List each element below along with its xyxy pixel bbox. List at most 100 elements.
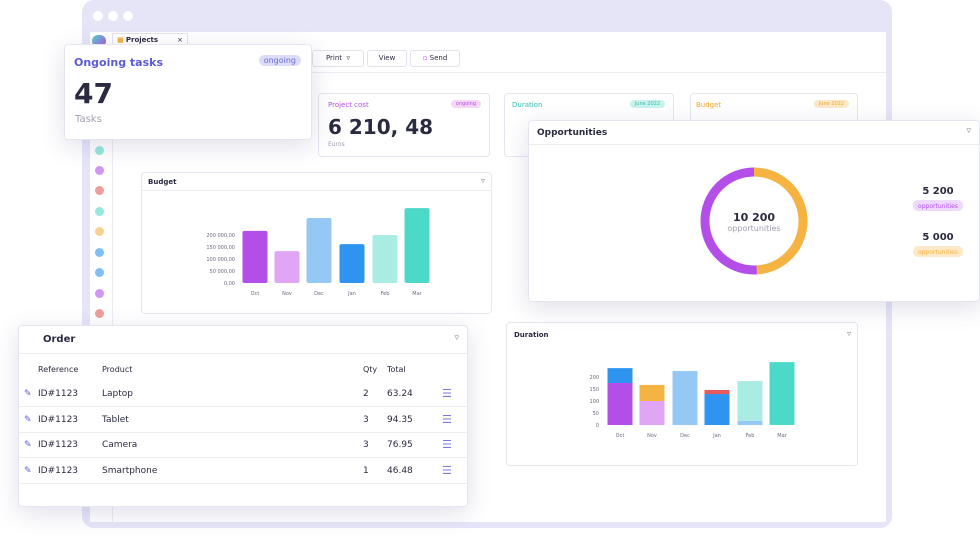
send-button[interactable]: ▫ Send [410, 50, 460, 67]
button-label: View [378, 54, 396, 62]
x-tick-label: Feb [746, 433, 755, 439]
donut-segment [700, 167, 808, 275]
kpi-title: Duration [512, 101, 543, 109]
tab[interactable]: ■ Projects × [112, 33, 188, 47]
kpi-value: 6 210, 48 [328, 115, 434, 139]
legend-pill [913, 200, 963, 211]
kpi-badge: ongoing [450, 100, 481, 108]
edit-icon[interactable]: ✎ [24, 389, 32, 399]
x-tick-label: Nov [647, 433, 657, 439]
nav-icon[interactable] [95, 166, 104, 175]
x-tick-label: Jan [347, 291, 356, 297]
table-row: ✎ ID#1123 Camera 3 76.95 ☰ [19, 432, 467, 458]
card-menu[interactable]: ▿ [846, 329, 851, 338]
header-line [529, 144, 979, 145]
table-cell: Smartphone [102, 465, 158, 476]
legend-caption: opportunities [918, 203, 958, 210]
nav-icon[interactable] [95, 268, 104, 277]
bar-segment [672, 371, 698, 425]
table-row: ✎ ID#1123 Laptop 2 63.24 ☰ [19, 381, 467, 407]
nav-icon[interactable] [95, 146, 104, 155]
y-tick-label: 0,00 [224, 281, 235, 287]
kpi-badge: June 2022 [813, 100, 849, 108]
print-button[interactable]: Print ▿ [312, 50, 364, 67]
bar-segment [737, 381, 763, 421]
table-cell: 1 [363, 465, 369, 476]
table-cell: 94.35 [387, 414, 413, 425]
y-tick-label: 200 [589, 375, 599, 381]
legend-pill [913, 246, 963, 257]
donut-total: 10 200 [733, 211, 775, 224]
task-unit: Tasks [75, 114, 102, 125]
view-button[interactable]: View [367, 50, 407, 67]
button-label: Send [429, 54, 448, 62]
kpi-title: Project cost [328, 101, 369, 109]
nav-icon[interactable] [95, 248, 104, 257]
edit-icon[interactable]: ✎ [24, 440, 32, 450]
x-tick-label: Oct [616, 433, 625, 439]
nav-icon[interactable] [95, 186, 104, 195]
y-tick-label: 0 [596, 423, 599, 429]
column-header: Product [102, 365, 133, 374]
card-title: Opportunities [537, 128, 608, 138]
row-menu[interactable]: ☰ [442, 438, 452, 451]
kpi-unit: Euros [328, 141, 345, 148]
x-tick-label: Feb [381, 291, 390, 297]
window-dot [123, 11, 133, 21]
x-tick-label: Mar [412, 291, 422, 297]
edit-icon[interactable]: ✎ [24, 414, 32, 425]
table-cell: 76.95 [387, 440, 413, 450]
table-row: ✎ ID#1123 Smartphone 1 46.48 ☰ [19, 458, 467, 484]
bar-segment [704, 389, 730, 395]
card-menu[interactable]: ▿ [454, 333, 459, 343]
window-dot [93, 11, 103, 21]
column-header: Qty [363, 365, 378, 374]
bar-segment [639, 384, 665, 401]
sidebar [90, 46, 113, 522]
bar-segment [607, 368, 633, 383]
tab-label: Projects [125, 36, 159, 44]
row-menu[interactable]: ☰ [442, 463, 452, 477]
bar-segment [639, 401, 665, 425]
row-menu[interactable]: ☰ [442, 412, 452, 426]
table-row: ✎ ID#1123 Tablet 3 94.35 ☰ [19, 407, 467, 433]
y-tick-label: 100 [589, 399, 599, 405]
duration-card: Duration ▿ 0 50 100 150 200 Oct Nov Dec Jan Feb Ma… [506, 322, 858, 466]
bar [242, 230, 268, 283]
row-menu[interactable]: ☰ [442, 387, 452, 400]
nav-icon[interactable] [95, 309, 104, 318]
table-cell: Laptop [102, 389, 133, 399]
nav-icon[interactable] [95, 289, 104, 298]
nav-icon[interactable] [95, 227, 104, 236]
bar-segment [769, 362, 795, 425]
y-tick-label: 200 000,00 [206, 233, 235, 239]
y-tick-label: 100 000,00 [206, 257, 235, 263]
x-tick-label: Mar [777, 433, 787, 439]
x-tick-label: Dec [314, 291, 324, 297]
duration-chart: 0 50 100 150 200 Oct Nov Dec Jan Feb Mar [589, 362, 795, 439]
table-cell: ID#1123 [38, 465, 79, 476]
edit-icon[interactable]: ✎ [24, 465, 32, 476]
donut-caption: opportunities [727, 224, 780, 233]
card-title: Duration [514, 331, 549, 339]
card-menu[interactable]: ▿ [480, 176, 485, 185]
kpi-badge: June 2022 [629, 100, 665, 108]
ongoing-card: Ongoing tasks ongoing 47 Tasks [64, 44, 312, 140]
table-cell: 2 [363, 389, 369, 399]
status-badge: ongoing [258, 55, 301, 66]
card-menu[interactable]: ▿ [966, 126, 971, 136]
y-tick-label: 50 000,00 [210, 269, 235, 275]
legend-caption: opportunities [918, 249, 958, 256]
window-dot [108, 11, 118, 21]
kpi-title: Budget [696, 101, 722, 109]
legend-value: 5 000 [922, 232, 953, 243]
nav-icon[interactable] [95, 207, 104, 216]
table-cell: Tablet [102, 414, 129, 425]
legend-value: 5 200 [922, 186, 953, 197]
table-header: Reference Product Qty Total [19, 358, 467, 383]
bar [404, 208, 430, 283]
y-tick-label: 150 000,00 [206, 245, 235, 251]
table-cell: Camera [102, 440, 138, 450]
x-tick-label: Jan [712, 433, 721, 439]
